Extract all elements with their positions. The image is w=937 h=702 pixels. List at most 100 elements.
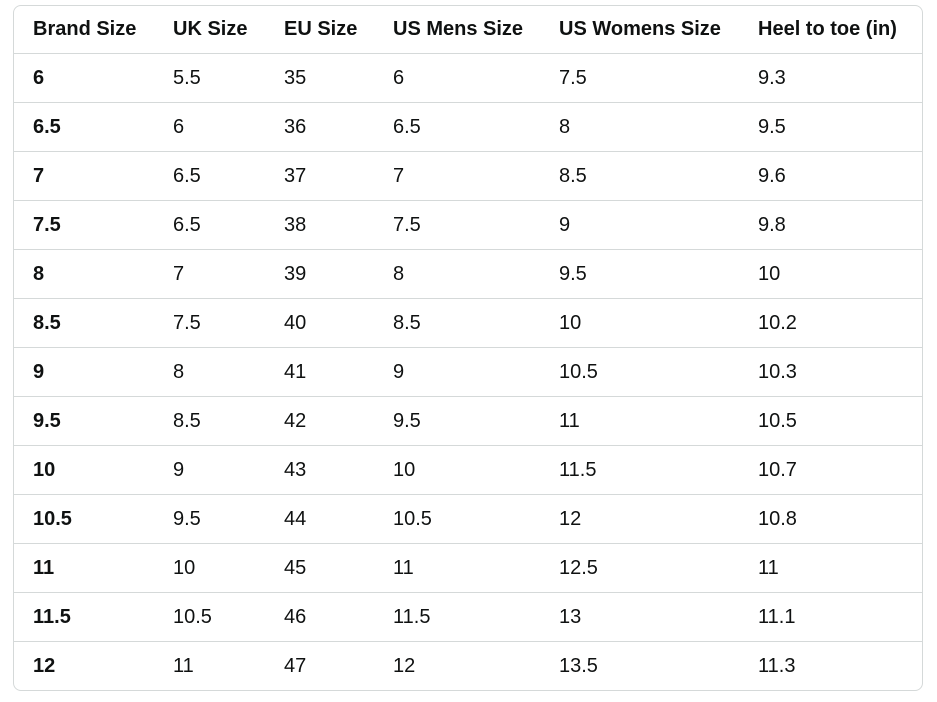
column-header: EU Size bbox=[284, 18, 358, 40]
table-cell: 10 bbox=[374, 445, 540, 495]
size-table-container: Brand Size UK Size EU Size US Mens Size US W… bbox=[13, 5, 923, 691]
table-cell: 47 bbox=[265, 641, 374, 690]
header-row: Brand Size UK Size EU Size US Mens Size US W… bbox=[14, 6, 922, 54]
table-cell: 7 bbox=[154, 249, 265, 299]
table-row: 7.5 6.5 38 7.5 9 9.8 bbox=[14, 200, 922, 250]
table-cell: 6.5 bbox=[374, 102, 540, 152]
table-row: 8.5 7.5 40 8.5 10 10.2 bbox=[14, 298, 922, 348]
table-cell: 6.5 bbox=[14, 102, 154, 152]
table-row: 9.5 8.5 42 9.5 11 10.5 bbox=[14, 396, 922, 446]
table-cell: 13.5 bbox=[540, 641, 739, 690]
table-cell: 11.1 bbox=[739, 592, 922, 642]
column-header: Brand Size bbox=[33, 18, 137, 40]
table-cell: 13 bbox=[540, 592, 739, 642]
table-cell: 8 bbox=[374, 249, 540, 299]
table-cell: 12 bbox=[374, 641, 540, 690]
table-cell: 10.5 bbox=[154, 592, 265, 642]
table-cell: 7 bbox=[374, 151, 540, 201]
table-cell: 6 bbox=[154, 102, 265, 152]
table-cell: 9 bbox=[14, 347, 154, 397]
table-cell: 44 bbox=[265, 494, 374, 544]
table-row: 10 9 43 10 11.5 10.7 bbox=[14, 445, 922, 495]
table-row: 12 11 47 12 13.5 11.3 bbox=[14, 641, 922, 690]
table-cell: 11 bbox=[374, 543, 540, 593]
table-cell: 10 bbox=[154, 543, 265, 593]
table-cell: 10.5 bbox=[739, 396, 922, 446]
table-cell: 11.3 bbox=[739, 641, 922, 690]
column-header: US Mens Size bbox=[393, 18, 524, 40]
table-cell: 10 bbox=[14, 445, 154, 495]
table-row: 6 5.5 35 6 7.5 9.3 bbox=[14, 53, 922, 103]
table-cell: 10.3 bbox=[739, 347, 922, 397]
table-cell: 12 bbox=[14, 641, 154, 690]
table-cell: 8.5 bbox=[14, 298, 154, 348]
table-cell: 9 bbox=[374, 347, 540, 397]
table-cell: 7.5 bbox=[14, 200, 154, 250]
table-cell: 42 bbox=[265, 396, 374, 446]
table-cell: 6.5 bbox=[154, 151, 265, 201]
table-cell: 10.7 bbox=[739, 445, 922, 495]
column-header: UK Size bbox=[173, 18, 248, 40]
table-row: 7 6.5 37 7 8.5 9.6 bbox=[14, 151, 922, 201]
table-body: 6 5.5 35 6 7.5 9.3 6.5 6 36 6.5 8 9.5 7 6.5 37 7 8.5 9.6 7… bbox=[14, 53, 922, 690]
table-cell: 36 bbox=[265, 102, 374, 152]
column-header: Heel to toe (in) bbox=[758, 18, 897, 40]
table-cell: 8.5 bbox=[374, 298, 540, 348]
table-cell: 8 bbox=[154, 347, 265, 397]
table-cell: 45 bbox=[265, 543, 374, 593]
table-cell: 9.6 bbox=[739, 151, 922, 201]
table-cell: 10.5 bbox=[14, 494, 154, 544]
size-table: Brand Size UK Size EU Size US Mens Size US W… bbox=[14, 6, 922, 690]
table-cell: 9 bbox=[154, 445, 265, 495]
table-cell: 11.5 bbox=[14, 592, 154, 642]
table-cell: 11.5 bbox=[374, 592, 540, 642]
table-row: 11.5 10.5 46 11.5 13 11.1 bbox=[14, 592, 922, 642]
table-cell: 10.5 bbox=[540, 347, 739, 397]
table-row: 8 7 39 8 9.5 10 bbox=[14, 249, 922, 299]
table-cell: 38 bbox=[265, 200, 374, 250]
table-cell: 7.5 bbox=[154, 298, 265, 348]
table-cell: 9.5 bbox=[540, 249, 739, 299]
table-cell: 9.5 bbox=[14, 396, 154, 446]
table-cell: 40 bbox=[265, 298, 374, 348]
table-cell: 9.5 bbox=[374, 396, 540, 446]
table-cell: 8 bbox=[540, 102, 739, 152]
table-row: 10.5 9.5 44 10.5 12 10.8 bbox=[14, 494, 922, 544]
table-cell: 9.3 bbox=[739, 53, 922, 103]
table-row: 9 8 41 9 10.5 10.3 bbox=[14, 347, 922, 397]
table-cell: 35 bbox=[265, 53, 374, 103]
table-cell: 10.5 bbox=[374, 494, 540, 544]
table-row: 11 10 45 11 12.5 11 bbox=[14, 543, 922, 593]
table-cell: 41 bbox=[265, 347, 374, 397]
table-cell: 8.5 bbox=[154, 396, 265, 446]
table-cell: 12 bbox=[540, 494, 739, 544]
table-cell: 7 bbox=[14, 151, 154, 201]
table-cell: 9 bbox=[540, 200, 739, 250]
table-cell: 6 bbox=[14, 53, 154, 103]
table-cell: 10.8 bbox=[739, 494, 922, 544]
table-row: 6.5 6 36 6.5 8 9.5 bbox=[14, 102, 922, 152]
table-cell: 10 bbox=[739, 249, 922, 299]
table-cell: 12.5 bbox=[540, 543, 739, 593]
table-cell: 37 bbox=[265, 151, 374, 201]
table-cell: 11.5 bbox=[540, 445, 739, 495]
table-cell: 6.5 bbox=[154, 200, 265, 250]
table-cell: 6 bbox=[374, 53, 540, 103]
table-cell: 7.5 bbox=[374, 200, 540, 250]
table-cell: 10 bbox=[540, 298, 739, 348]
table-cell: 43 bbox=[265, 445, 374, 495]
column-header: US Womens Size bbox=[559, 18, 721, 40]
table-cell: 11 bbox=[739, 543, 922, 593]
table-cell: 9.5 bbox=[739, 102, 922, 152]
table-cell: 10.2 bbox=[739, 298, 922, 348]
table-cell: 5.5 bbox=[154, 53, 265, 103]
table-cell: 9.8 bbox=[739, 200, 922, 250]
table-cell: 11 bbox=[540, 396, 739, 446]
table-cell: 39 bbox=[265, 249, 374, 299]
table-cell: 8 bbox=[14, 249, 154, 299]
table-cell: 7.5 bbox=[540, 53, 739, 103]
table-cell: 8.5 bbox=[540, 151, 739, 201]
table-cell: 11 bbox=[154, 641, 265, 690]
table-cell: 46 bbox=[265, 592, 374, 642]
